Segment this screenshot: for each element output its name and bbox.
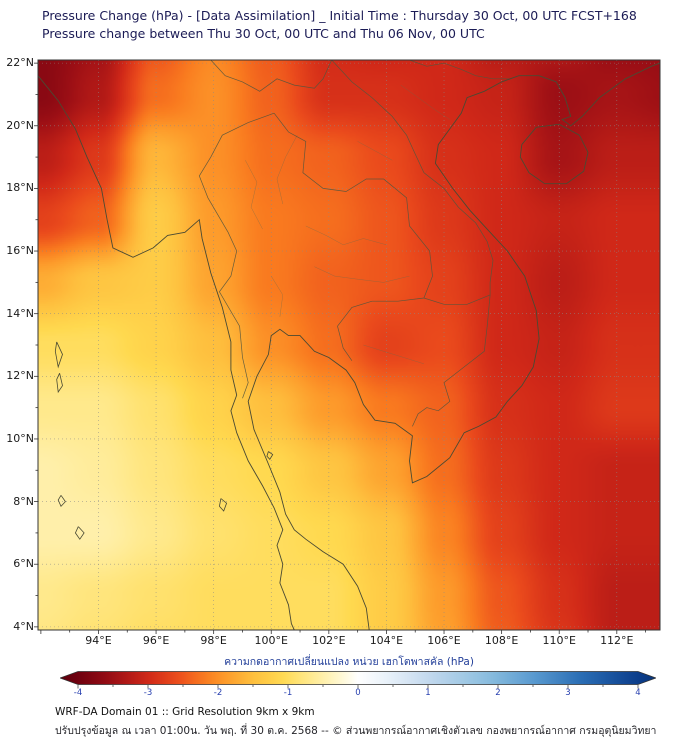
- colorbar-tick-label: 1: [425, 688, 431, 698]
- heatmap-canvas: [38, 60, 660, 630]
- plot-subtitle: Pressure change between Thu 30 Oct, 00 U…: [42, 26, 485, 41]
- colorbar-tick-label: 4: [635, 688, 641, 698]
- y-tick-label: 22°N: [6, 56, 34, 70]
- x-tick-label: 94°E: [85, 634, 112, 647]
- y-tick-label: 8°N: [13, 494, 34, 508]
- colorbar-tick-label: -1: [283, 688, 293, 698]
- plot-title: Pressure Change (hPa) - [Data Assimilati…: [42, 8, 637, 23]
- x-tick-label: 96°E: [142, 634, 170, 647]
- x-tick-label: 110°E: [542, 634, 576, 647]
- x-tick-label: 104°E: [369, 634, 404, 647]
- x-tick-label: 106°E: [427, 634, 461, 647]
- colorbar-label: ความกดอากาศเปลี่ยนแปลง หน่วย เฮกโตพาสคัล…: [224, 656, 474, 668]
- colorbar-tick-label: -3: [143, 688, 153, 698]
- colorbar-tick-label: -2: [213, 688, 223, 698]
- colorbar-tick-label: 0: [355, 688, 361, 698]
- x-tick-label: 100°E: [254, 634, 288, 647]
- x-tick-label: 112°E: [600, 634, 634, 647]
- y-tick-label: 18°N: [6, 181, 34, 195]
- y-tick-label: 10°N: [6, 431, 34, 445]
- domain-info-text: WRF-DA Domain 01 :: Grid Resolution 9km …: [55, 706, 315, 718]
- y-tick-label: 16°N: [6, 244, 34, 258]
- colorbar-gradient-bar: [58, 671, 658, 685]
- y-tick-label: 20°N: [6, 118, 34, 132]
- pressure-change-map: [34, 59, 661, 634]
- y-tick-label: 4°N: [13, 619, 34, 633]
- colorbar-tick-label: 3: [565, 688, 571, 698]
- x-tick-label: 102°E: [312, 634, 346, 647]
- colorbar-tick-label: 2: [495, 688, 501, 698]
- y-tick-label: 12°N: [6, 369, 34, 383]
- y-tick-label: 14°N: [6, 306, 34, 320]
- colorbar-tick-label: -4: [73, 688, 83, 698]
- x-tick-label: 108°E: [484, 634, 519, 647]
- y-tick-label: 6°N: [13, 557, 34, 571]
- x-tick-label: 98°E: [200, 634, 227, 647]
- agency-credit-text: ปรับปรุงข้อมูล ณ เวลา 01:00น. วัน พฤ. ที…: [55, 725, 657, 737]
